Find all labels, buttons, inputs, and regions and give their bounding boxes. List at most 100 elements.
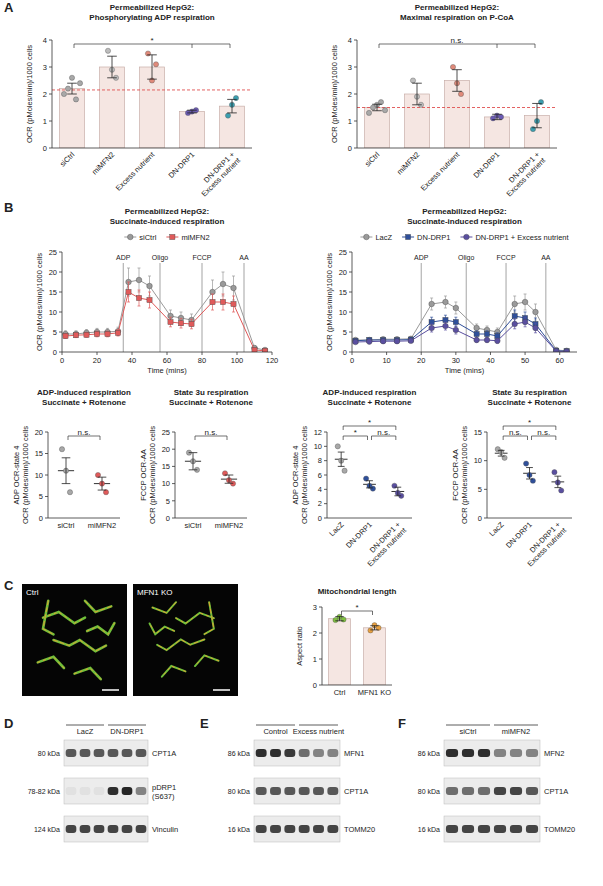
error-cap bbox=[222, 272, 225, 273]
y-tick bbox=[354, 94, 357, 95]
x-tick-label: 0 bbox=[350, 356, 354, 365]
y-tick-label: 8 bbox=[318, 456, 322, 465]
blot-band bbox=[122, 825, 133, 833]
data-point bbox=[63, 333, 68, 338]
y-tick bbox=[45, 518, 48, 519]
lane-group-line bbox=[494, 725, 538, 726]
error-cap bbox=[454, 302, 457, 303]
y-axis-label: OCR (pMoles/min)/1000 cells bbox=[325, 253, 334, 351]
error-bar bbox=[529, 468, 530, 479]
injection-line bbox=[421, 263, 422, 352]
error-cap bbox=[394, 495, 401, 496]
error-cap bbox=[62, 457, 71, 458]
y-axis-label: ADP OCR-state 4 bbox=[291, 445, 300, 504]
error-cap bbox=[430, 332, 433, 333]
y-tick-label: 4 bbox=[348, 36, 352, 45]
y-tick-label: 25 bbox=[162, 428, 170, 437]
error-cap bbox=[496, 328, 499, 329]
sig-bracket-tick bbox=[531, 436, 532, 440]
data-point bbox=[73, 97, 78, 102]
blot-band bbox=[94, 787, 105, 795]
error-cap bbox=[475, 324, 478, 325]
legend-marker bbox=[127, 234, 133, 240]
error-cap bbox=[169, 326, 172, 327]
blot-band bbox=[478, 749, 490, 757]
error-cap bbox=[180, 318, 183, 319]
error-bar bbox=[557, 476, 558, 487]
y-tick bbox=[324, 460, 327, 461]
blot-strip bbox=[254, 740, 340, 766]
blot-strip bbox=[64, 740, 148, 766]
data-point bbox=[498, 114, 503, 119]
error-cap bbox=[148, 292, 151, 293]
data-point bbox=[429, 319, 434, 324]
y-tick-label: 25 bbox=[339, 248, 347, 257]
error-cap bbox=[67, 94, 77, 95]
sig-bracket-tick bbox=[503, 426, 504, 430]
label-line: Excess nutrient bbox=[200, 155, 243, 198]
data-point bbox=[178, 321, 183, 326]
x-tick bbox=[559, 352, 560, 355]
blot-band bbox=[136, 825, 147, 833]
x-tick bbox=[62, 352, 63, 355]
blot-band bbox=[462, 749, 474, 757]
y-tick bbox=[354, 121, 357, 122]
error-cap bbox=[96, 328, 99, 329]
y-tick bbox=[354, 40, 357, 41]
y-tick bbox=[319, 633, 322, 634]
blot-band bbox=[327, 749, 338, 757]
sig-label: n.s. bbox=[78, 428, 91, 437]
y-axis-label: FCCP OCR-AA bbox=[451, 449, 460, 501]
error-cap bbox=[430, 324, 433, 325]
y-tick-label: 10 bbox=[339, 308, 347, 317]
blot-band bbox=[94, 825, 105, 833]
y-tick-label: 20 bbox=[162, 445, 170, 454]
x-tick-label: DN-DRP1 +Excess nutrient bbox=[360, 519, 409, 568]
mw-label: 80 kDa bbox=[38, 750, 60, 757]
x-axis-label: Time (mins) bbox=[147, 366, 187, 375]
y-tick bbox=[172, 432, 175, 433]
y-tick-label: 1 bbox=[43, 117, 47, 126]
error-cap bbox=[169, 317, 172, 318]
error-cap bbox=[190, 319, 193, 320]
data-point bbox=[126, 289, 131, 294]
sig-label: n.s. bbox=[537, 428, 550, 437]
y-tick-label: 1 bbox=[313, 655, 317, 664]
legend-label: LacZ bbox=[375, 233, 392, 242]
panel-letter: B bbox=[4, 200, 13, 215]
y-tick-label: 0 bbox=[343, 348, 347, 357]
sig-bracket-tick bbox=[555, 436, 556, 440]
y-tick bbox=[45, 432, 48, 433]
subtitle: Succinate + Rotenone bbox=[42, 398, 126, 407]
sig-bracket-tick bbox=[535, 44, 536, 48]
bar bbox=[329, 619, 351, 685]
data-point bbox=[443, 299, 449, 305]
y-tick bbox=[172, 483, 175, 484]
x-tick bbox=[525, 352, 526, 355]
error-cap bbox=[532, 103, 542, 104]
mito-network bbox=[150, 623, 175, 634]
y-tick bbox=[484, 460, 487, 461]
sig-label: * bbox=[354, 428, 357, 437]
y-tick-label: 5 bbox=[39, 492, 43, 501]
data-point bbox=[145, 51, 150, 56]
error-cap bbox=[486, 330, 489, 331]
injection-label: FCCP bbox=[497, 254, 516, 261]
error-cap bbox=[98, 477, 107, 478]
error-cap bbox=[225, 475, 234, 476]
x-tick bbox=[455, 352, 456, 355]
protein-label: MFN2 bbox=[544, 749, 564, 758]
y-tick bbox=[49, 148, 52, 149]
plot-area bbox=[335, 444, 404, 499]
y-tick bbox=[59, 272, 62, 273]
x-tick bbox=[352, 352, 353, 355]
error-cap bbox=[454, 314, 457, 315]
data-point bbox=[147, 283, 153, 289]
injection-label: AA bbox=[541, 254, 551, 261]
y-tick-label: 20 bbox=[339, 268, 347, 277]
error-bar bbox=[339, 617, 340, 621]
error-cap bbox=[554, 487, 561, 488]
error-cap bbox=[107, 77, 117, 78]
error-cap bbox=[98, 490, 107, 491]
y-axis bbox=[487, 432, 488, 518]
